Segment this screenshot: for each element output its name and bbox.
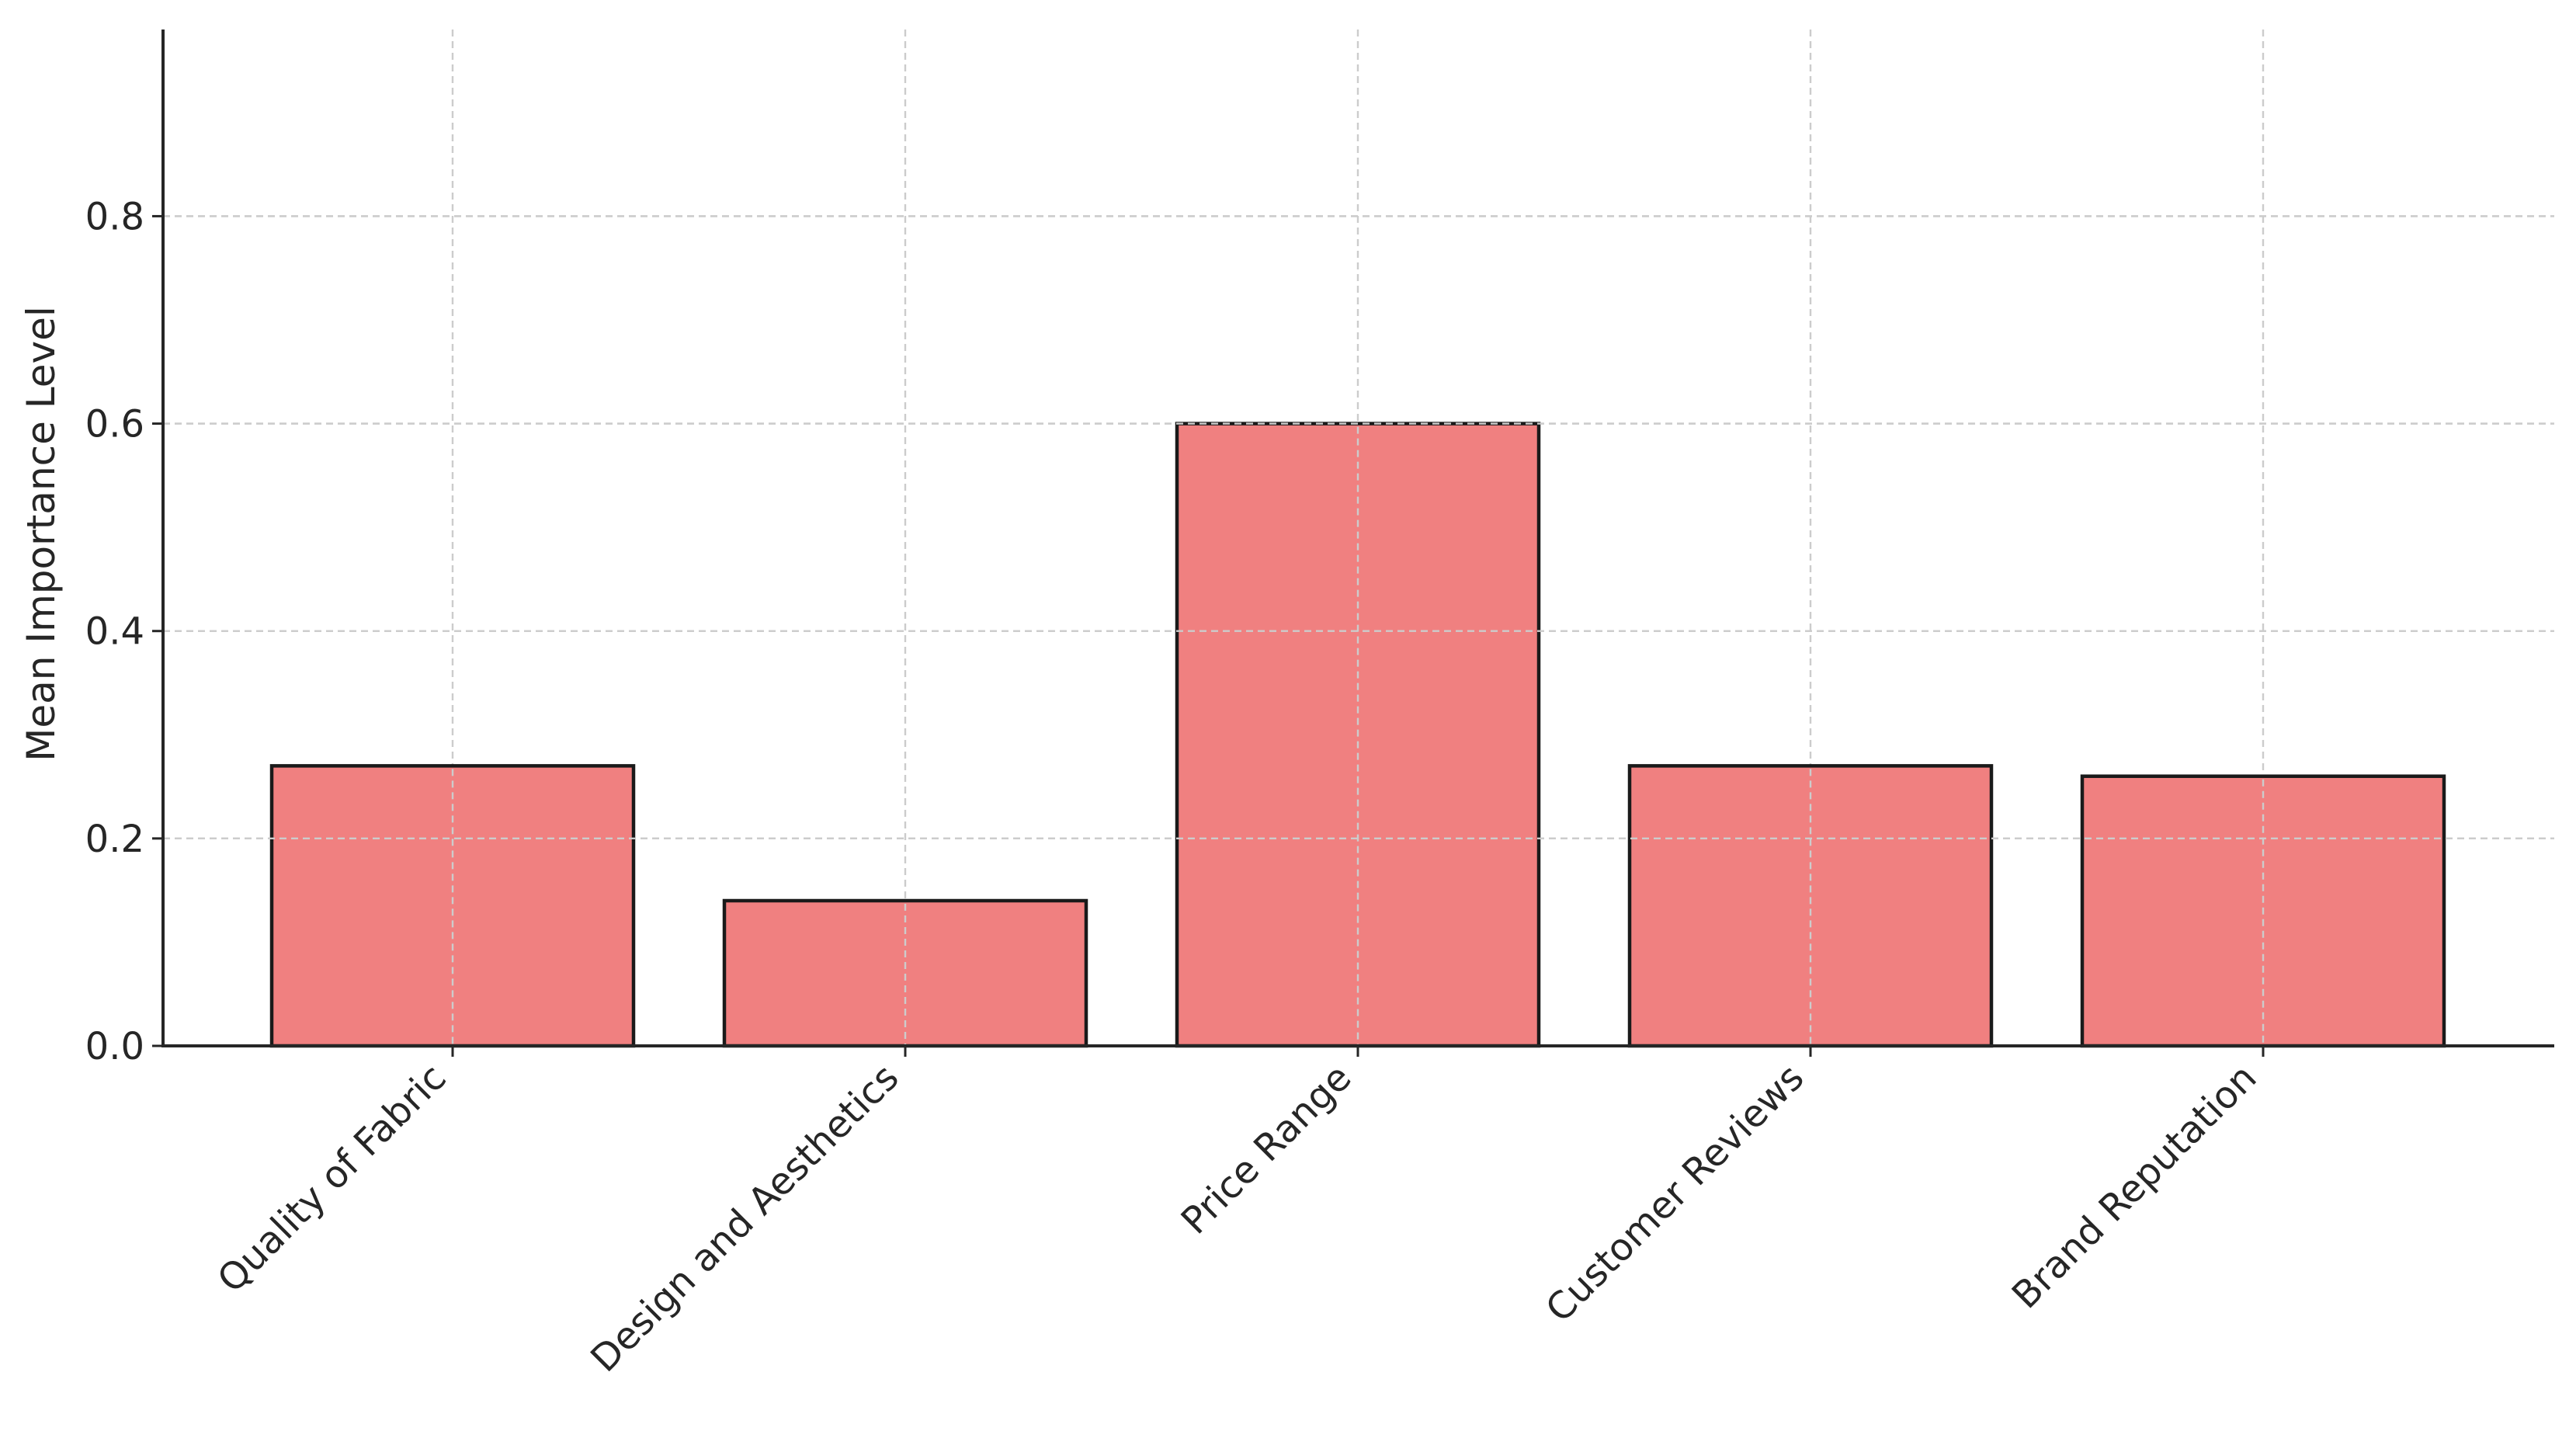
bar-design-and-aesthetics (722, 898, 1088, 1048)
y-tick-label: 0.0 (85, 1025, 144, 1068)
y-tick-label: 0.6 (85, 403, 144, 446)
x-tick-label: Customer Reviews (1537, 1056, 1812, 1331)
bars (163, 215, 2554, 1048)
axes (152, 30, 2554, 1057)
x-tick-label: Brand Reputation (2004, 1056, 2265, 1318)
bar-customer-reviews (1627, 764, 1994, 1048)
x-tick-label: Price Range (1173, 1056, 1360, 1243)
x-tick-label: Quality of Fabric (210, 1056, 455, 1301)
y-tick-label: 0.4 (85, 610, 144, 654)
y-tick-label: 0.2 (85, 818, 144, 861)
x-tick-label: Design and Aesthetics (582, 1056, 907, 1381)
y-tick-label: 0.8 (85, 195, 144, 238)
bar-quality-of-fabric (269, 764, 636, 1048)
y-axis-label: Mean Importance Level (19, 306, 64, 762)
